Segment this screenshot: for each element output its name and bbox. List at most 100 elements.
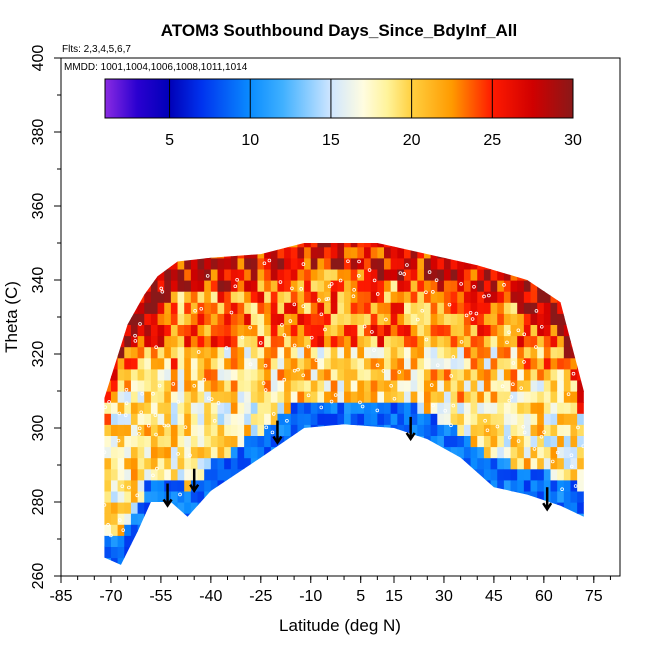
sample-point (375, 292, 380, 296)
field-cell (423, 346, 432, 359)
field-cell (437, 324, 445, 337)
dates-note: MMDD: 1001,1004,1006,1008,1011,1014 (64, 62, 248, 73)
field-cell (157, 280, 165, 292)
field-cell (217, 357, 225, 370)
field-cell (503, 368, 512, 381)
field-cell (570, 324, 578, 337)
field-cell (483, 257, 492, 270)
field-cell (164, 246, 172, 259)
sample-point (199, 306, 204, 311)
field-cell (270, 291, 279, 303)
field-cell (230, 424, 239, 436)
field-cell (557, 490, 565, 503)
sample-point (192, 384, 197, 388)
field-cell (537, 280, 545, 292)
field-cell (290, 268, 299, 281)
field-cell (204, 379, 212, 392)
field-cell (250, 513, 259, 525)
field-cell (277, 402, 285, 414)
field-cell (204, 490, 212, 503)
field-cell (430, 379, 438, 392)
field-cell (137, 368, 145, 381)
field-cell (503, 246, 512, 259)
sample-point (314, 358, 319, 362)
field-cell (337, 246, 345, 259)
field-cell (384, 391, 392, 403)
sample-point (155, 466, 159, 471)
field-cell (370, 468, 378, 481)
field-cell (450, 368, 458, 381)
field-cell (430, 268, 438, 281)
field-cell (237, 268, 245, 281)
field-cell (177, 446, 185, 459)
field-cell (230, 257, 239, 270)
field-cell (563, 468, 572, 481)
field-cell (210, 457, 219, 470)
field-cell (257, 302, 265, 314)
field-cell (330, 457, 338, 470)
field-cell (550, 490, 558, 503)
sample-point (392, 396, 397, 401)
field-cell (570, 268, 578, 281)
field-cell (130, 391, 139, 403)
field-cell (357, 446, 365, 459)
field-cell (197, 435, 205, 448)
sample-point (482, 294, 486, 299)
field-cell (390, 280, 398, 292)
field-cell (250, 280, 259, 292)
field-cell (317, 402, 325, 414)
field-cell (570, 246, 578, 259)
field-cell (463, 368, 472, 381)
field-cell (377, 424, 385, 436)
field-cell (550, 457, 558, 470)
field-cell (157, 502, 165, 514)
field-cell (257, 379, 265, 392)
field-cell (290, 424, 299, 436)
field-cell (517, 479, 525, 492)
field-cell (397, 402, 405, 414)
field-cell (417, 535, 425, 547)
field-cell (417, 546, 425, 559)
field-cell (230, 413, 239, 425)
field-cell (370, 246, 378, 259)
field-cell (470, 468, 478, 481)
field-cell (417, 424, 425, 436)
field-cell (370, 368, 378, 381)
field-cell (450, 557, 458, 565)
field-cell (170, 291, 179, 303)
sample-point (160, 289, 165, 294)
field-cell (563, 291, 572, 303)
field-cell (463, 446, 472, 459)
field-cell (277, 368, 285, 381)
field-cell (410, 291, 418, 303)
sample-point (532, 447, 537, 451)
field-cell (570, 413, 578, 425)
field-cell (310, 446, 319, 459)
field-cell (304, 413, 312, 425)
tropopause-arrow (162, 483, 173, 508)
field-cell (270, 490, 279, 503)
field-cell (197, 479, 205, 492)
sample-point (140, 391, 144, 396)
field-cell (377, 246, 385, 259)
field-cell (517, 379, 525, 392)
field-cell (384, 513, 392, 525)
field-cell (384, 243, 392, 248)
field-cell (177, 379, 185, 392)
field-cell (523, 446, 532, 459)
field-cell (277, 446, 285, 459)
field-cell (350, 379, 358, 392)
field-cell (164, 391, 172, 403)
field-cell (410, 268, 418, 281)
field-cell (224, 435, 232, 448)
field-cell (277, 291, 285, 303)
field-cell (370, 457, 378, 470)
field-cell (117, 257, 125, 270)
field-cell (397, 546, 405, 559)
field-cell (237, 357, 245, 370)
field-cell (157, 513, 165, 525)
field-cell (497, 557, 505, 565)
field-cell (210, 280, 219, 292)
field-cell (264, 402, 272, 414)
field-cell (304, 446, 312, 459)
